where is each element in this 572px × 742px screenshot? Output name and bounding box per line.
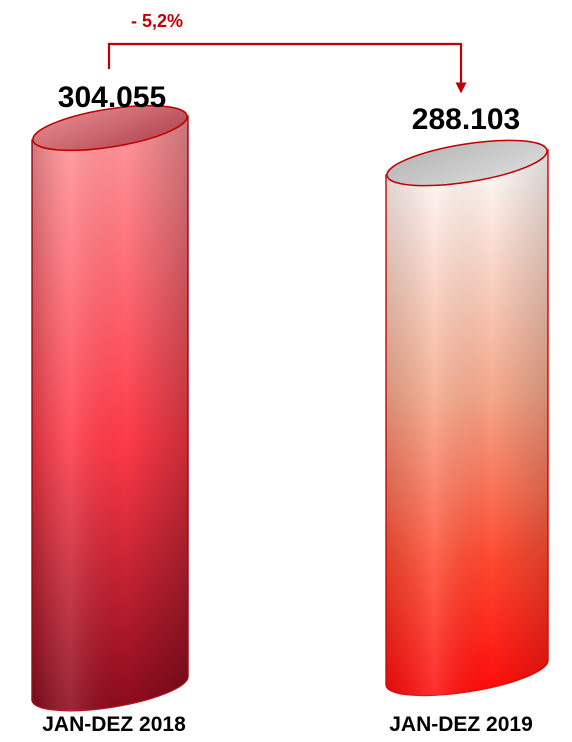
bar-2018: [31, 104, 189, 712]
category-label-2018: JAN-DEZ 2018: [42, 713, 186, 736]
bar-2018-top: [32, 104, 188, 152]
bar-2019: [385, 139, 549, 697]
change-label: - 5,2%: [131, 11, 183, 31]
bar-2019-top: [386, 139, 548, 187]
category-label-2019: JAN-DEZ 2019: [389, 713, 533, 736]
bar-2019-value-label: 288.103: [412, 103, 520, 136]
bar-2018-body-shade: [32, 116, 189, 711]
bar-2019-body-shade: [386, 150, 549, 696]
bar-2018-value-label: 304.055: [58, 81, 166, 114]
change-arrow: [107, 42, 467, 94]
